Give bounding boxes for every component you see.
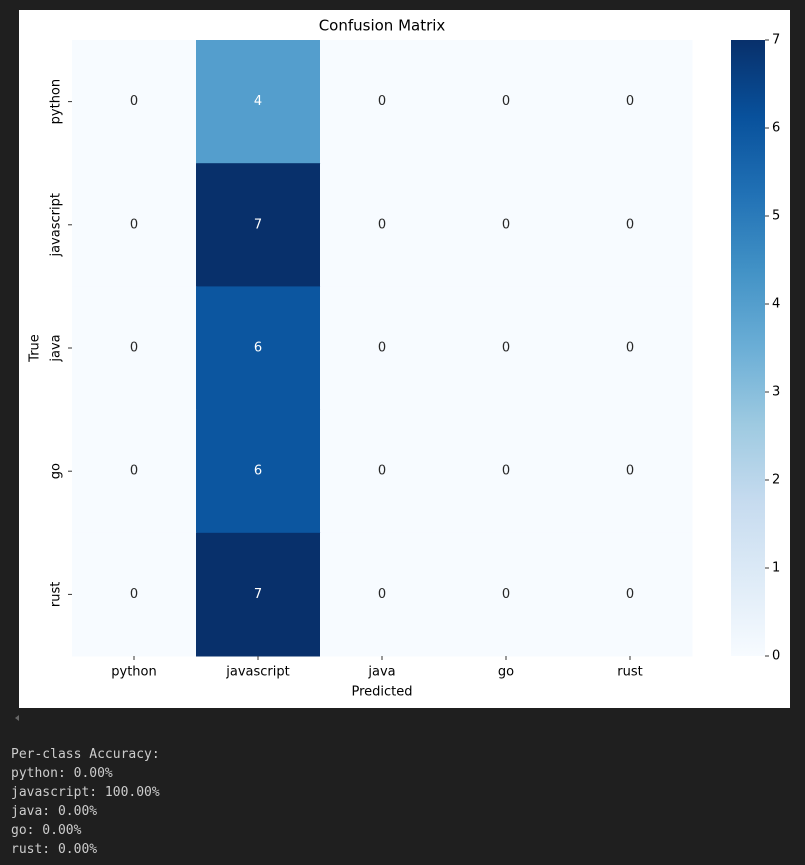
x-tick-label: rust: [617, 665, 642, 680]
cell-label: 0: [502, 587, 510, 602]
x-tick-label: python: [111, 665, 156, 680]
heatmap-cell: [568, 163, 693, 287]
cell-label: 6: [254, 464, 262, 479]
cell-label: 0: [130, 464, 138, 479]
cell-label: 0: [130, 587, 138, 602]
cell-label: 0: [626, 587, 634, 602]
cell-label: 0: [130, 94, 138, 109]
heatmap-cell: [320, 286, 445, 411]
chart-title: Confusion Matrix: [319, 17, 446, 35]
cell-label: 0: [502, 94, 510, 109]
cell-label: 4: [254, 94, 262, 109]
heatmap-cell: [196, 40, 321, 164]
colorbar-tick-label: 6: [772, 121, 780, 136]
heatmap-cell: [196, 163, 321, 287]
cell-label: 0: [378, 341, 386, 356]
output-line: javascript: 100.00%: [11, 785, 160, 800]
cell-label: 0: [130, 341, 138, 356]
colorbar-tick-label: 7: [772, 33, 780, 48]
y-tick-label: java: [49, 334, 64, 362]
heatmap-cell: [72, 40, 197, 164]
cell-label: 6: [254, 341, 262, 356]
colorbar-tick-label: 5: [772, 209, 780, 224]
heatmap-cell: [320, 163, 445, 287]
cell-label: 7: [254, 587, 262, 602]
cell-label: 0: [130, 217, 138, 232]
cell-label: 0: [378, 587, 386, 602]
heatmap-cell: [568, 409, 693, 534]
cell-label: 0: [378, 217, 386, 232]
y-tick-label: javascript: [49, 193, 64, 257]
heatmap-cell: [568, 40, 693, 164]
cell-label: 0: [626, 217, 634, 232]
output-heading: Per-class Accuracy:: [11, 747, 160, 762]
heatmap-cell: [444, 286, 569, 411]
scroll-arrow: [15, 715, 19, 721]
text-output: Per-class Accuracy: python: 0.00% javascr…: [11, 745, 160, 859]
x-tick-label: javascript: [225, 665, 289, 680]
heatmap-cell: [444, 163, 569, 287]
heatmap-cell: [568, 532, 693, 657]
heatmap-cell: [444, 40, 569, 164]
cell-label: 0: [626, 94, 634, 109]
output-line: java: 0.00%: [11, 804, 98, 819]
x-axis-label: Predicted: [351, 685, 412, 700]
heatmap-cell: [444, 409, 569, 534]
cell-label: 0: [626, 341, 634, 356]
heatmap-cell: [196, 532, 321, 657]
x-tick-label: go: [498, 665, 514, 680]
y-tick-label: go: [49, 463, 64, 479]
heatmap-cell: [72, 286, 197, 411]
heatmap-cell: [196, 409, 321, 534]
heatmap-cell: [196, 286, 321, 411]
colorbar-tick-label: 1: [772, 561, 780, 576]
heatmap-cell: [72, 163, 197, 287]
cell-label: 7: [254, 217, 262, 232]
x-tick-label: java: [367, 665, 395, 680]
cell-label: 0: [626, 464, 634, 479]
y-tick-label: python: [49, 79, 64, 124]
heatmap-cell: [568, 286, 693, 411]
cell-label: 0: [378, 94, 386, 109]
heatmap-cell: [72, 409, 197, 534]
heatmap-cell: [72, 532, 197, 657]
heatmap-cell: [320, 532, 445, 657]
cell-label: 0: [502, 464, 510, 479]
cell-label: 0: [378, 464, 386, 479]
cell-label: 0: [502, 217, 510, 232]
output-line: go: 0.00%: [11, 823, 82, 838]
colorbar: [731, 40, 765, 656]
output-line: rust: 0.00%: [11, 842, 98, 857]
colorbar-tick-label: 4: [772, 297, 780, 312]
y-tick-label: rust: [49, 582, 64, 607]
y-axis-label: True: [28, 334, 43, 363]
cell-label: 0: [502, 341, 510, 356]
output-line: python: 0.00%: [11, 766, 113, 781]
heatmap-cell: [320, 40, 445, 164]
chart: Confusion Matrix Predicted True 0 4 0 0 0 0 7 0…: [15, 10, 790, 721]
colorbar-tick-label: 2: [772, 473, 780, 488]
heatmap-cell: [444, 532, 569, 657]
heatmap-cell: [320, 409, 445, 534]
colorbar-tick-label: 0: [772, 649, 780, 664]
colorbar-tick-label: 3: [772, 385, 780, 400]
